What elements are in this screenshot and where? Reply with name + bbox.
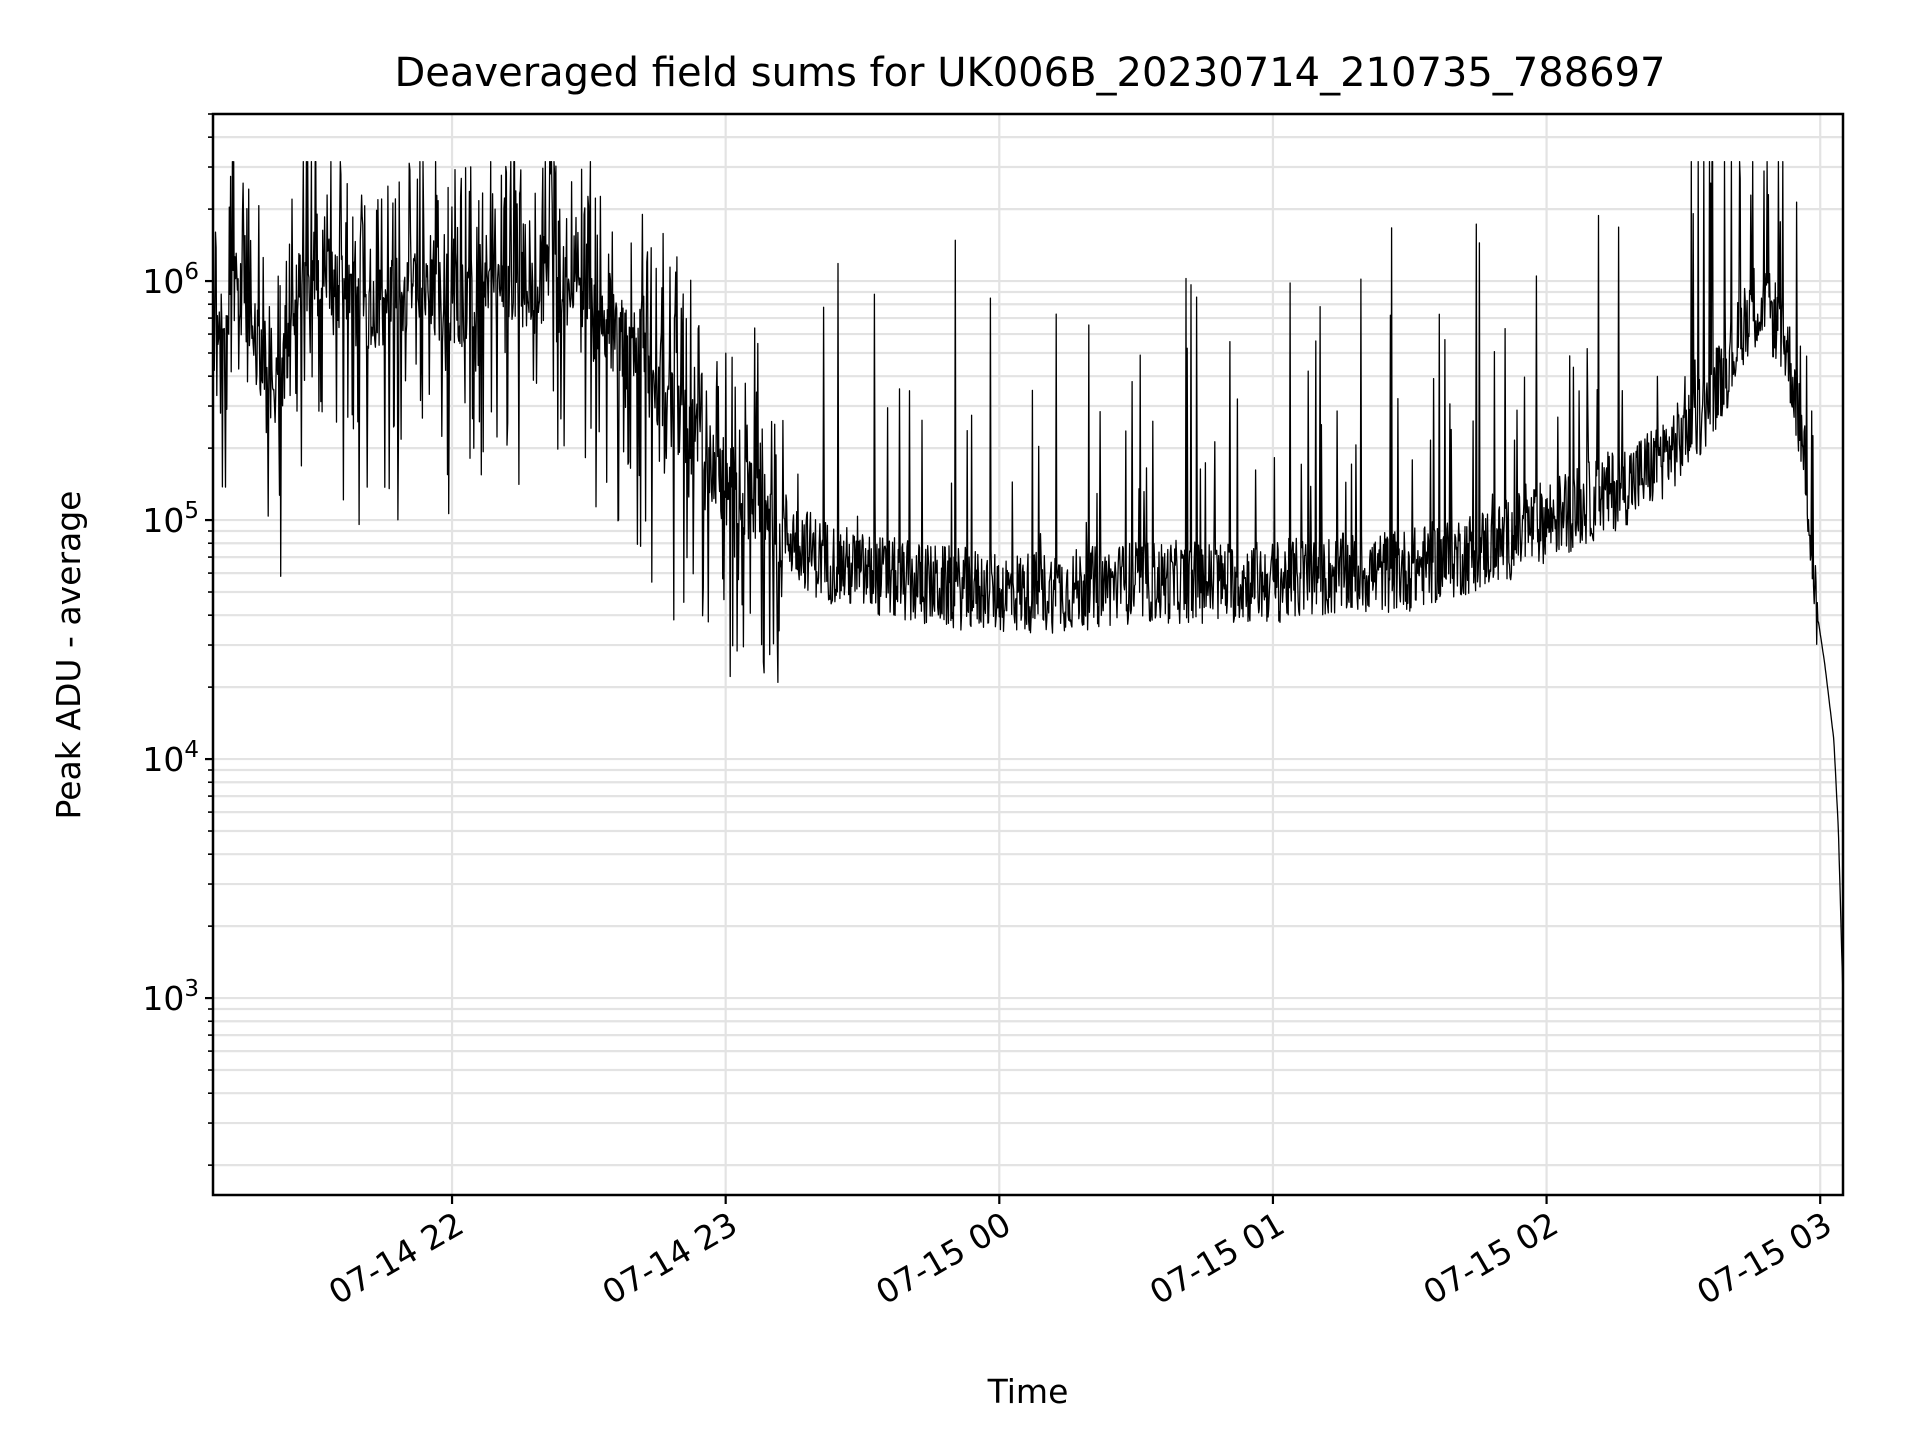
y-tick-label: 105: [142, 498, 199, 540]
plot-frame: [211, 112, 1845, 1197]
x-tick-label: 07-15 02: [1417, 1204, 1565, 1312]
x-axis: 07-14 22 07-14 23 07-15 00 07-15 01 07-15 02…: [322, 1195, 1838, 1312]
x-tick-label: 07-15 03: [1690, 1204, 1838, 1312]
y-tick-label: 106: [142, 259, 199, 301]
x-tick-label: 07-15 00: [869, 1204, 1017, 1312]
series-line: [212, 160, 1844, 999]
x-tick-label: 07-15 01: [1143, 1204, 1291, 1312]
grid: [213, 112, 1843, 1195]
y-axis: 103 104 105 106: [142, 113, 213, 1166]
chart-title: Deaveraged field sums for UK006B_2023071…: [395, 50, 1666, 96]
x-tick-label: 07-14 23: [596, 1204, 744, 1312]
data-layer: [212, 160, 1844, 999]
y-axis-label: Peak ADU - average: [49, 491, 88, 820]
y-tick-label: 104: [142, 737, 199, 779]
x-tick-label: 07-14 22: [322, 1204, 470, 1312]
y-tick-label: 103: [142, 976, 199, 1018]
x-axis-label: Time: [987, 1372, 1069, 1411]
